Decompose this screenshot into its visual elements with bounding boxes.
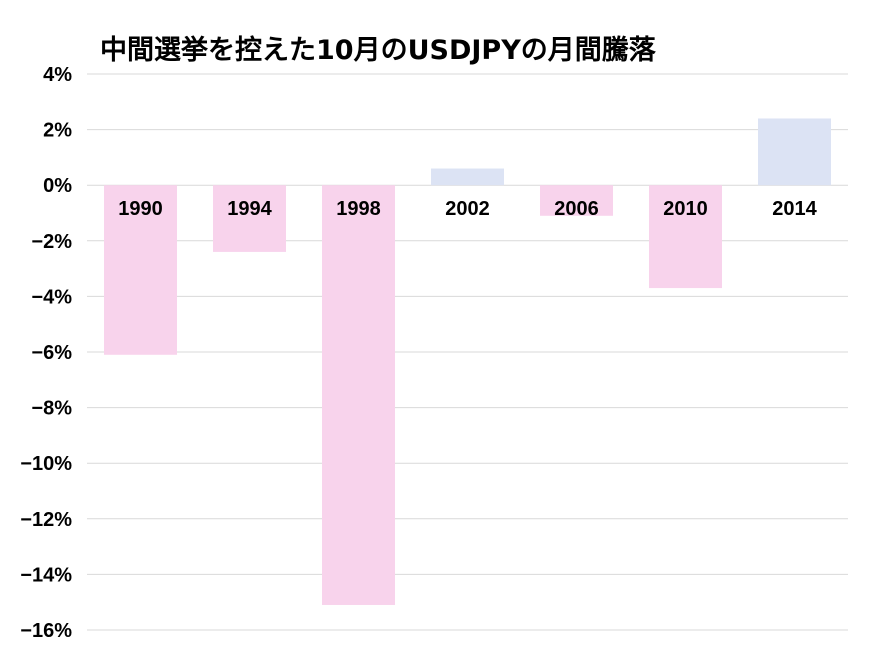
bar-2010: [649, 185, 722, 289]
gridlines: [87, 73, 848, 631]
category-label-2006: 2006: [554, 198, 599, 220]
y-tick-label: −4%: [31, 286, 72, 308]
y-tick-label: −16%: [20, 620, 72, 642]
bar-2006: [540, 185, 613, 216]
category-labels: 1990 1994 1998 2002 2006 2010 2014: [118, 198, 817, 220]
y-tick-label: −10%: [20, 453, 72, 475]
bar-1998: [322, 185, 395, 605]
category-label-2014: 2014: [772, 198, 817, 220]
y-tick-label: 0%: [43, 175, 72, 197]
bars: [104, 118, 831, 605]
category-label-2010: 2010: [663, 198, 708, 220]
category-label-1998: 1998: [336, 198, 381, 220]
bar-1994: [213, 185, 286, 252]
chart-title: 中間選挙を控えた10月のUSDJPYの月間騰落: [100, 35, 656, 66]
y-tick-label: −2%: [31, 231, 72, 253]
category-label-2002: 2002: [445, 198, 490, 220]
y-tick-label: 4%: [43, 64, 72, 86]
bar-1990: [104, 185, 177, 355]
y-tick-label: −12%: [20, 509, 72, 531]
y-tick-label: −14%: [20, 564, 72, 586]
y-tick-label: 2%: [43, 120, 72, 142]
bar-2014: [758, 118, 831, 186]
y-tick-label: −6%: [31, 342, 72, 364]
category-label-1990: 1990: [118, 198, 163, 220]
y-tick-label: −8%: [31, 398, 72, 420]
category-label-1994: 1994: [227, 198, 272, 220]
bar-2002: [431, 168, 504, 186]
y-axis-tick-labels: 4% 2% 0% −2% −4% −6% −8% −10% −12% −14% −16%: [20, 64, 72, 642]
